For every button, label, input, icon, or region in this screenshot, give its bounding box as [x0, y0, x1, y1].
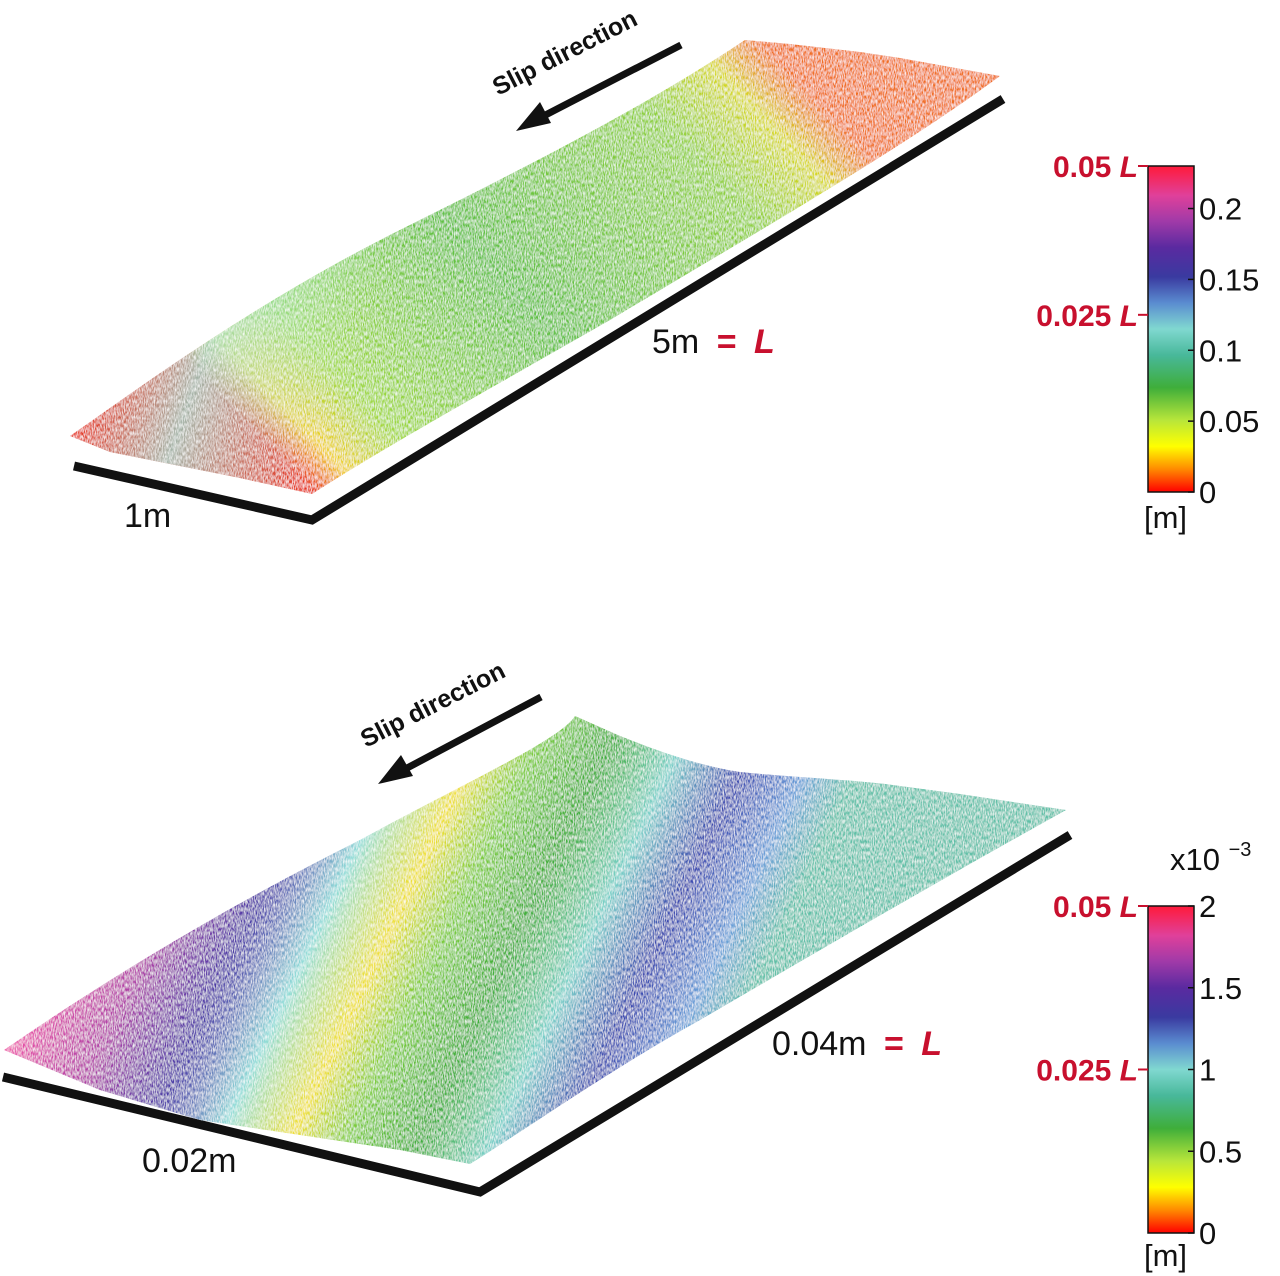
top-width-label: 1m	[124, 497, 171, 535]
top-colorbar: 0.2 0.15 0.1 0.05 0 0.05 L 0.025 L [m]	[1036, 151, 1259, 535]
top-length-symbol: L	[754, 323, 775, 361]
bottom-length-value: 0.04m	[772, 1025, 867, 1063]
top-length-value: 5m	[652, 323, 699, 361]
top-colorbar-tick-label: 0.05	[1199, 404, 1259, 439]
bottom-colorbar-tick-label: 1.5	[1199, 971, 1242, 1006]
top-colorbar-reference-label: 0.025 L	[1036, 300, 1138, 333]
bottom-slip-label: Slip direction	[356, 657, 510, 754]
bottom-colorbar-reference-label: 0.05 L	[1053, 891, 1138, 924]
bottom-colorbar-ticks: 2 1.5 1 0.5 0 0.05 L 0.025 L	[1036, 889, 1242, 1251]
top-colorbar-tick-label: 0.2	[1199, 192, 1242, 227]
bottom-length-symbol: L	[921, 1025, 942, 1063]
top-slip-label: Slip direction	[488, 5, 642, 102]
bottom-colorbar-exponent-base: x10	[1170, 842, 1220, 877]
bottom-colorbar-gradient	[1147, 905, 1195, 1234]
top-colorbar-reference-label: 0.05 L	[1053, 151, 1138, 184]
bottom-slip-arrow	[378, 693, 543, 784]
top-colorbar-tick-label: 0.15	[1199, 262, 1259, 297]
top-slip-arrow	[516, 41, 683, 131]
bottom-panel: Slip direction 0.04m = L 0.02m x10 −3 2 1…	[1, 657, 1251, 1273]
top-colorbar-gradient	[1147, 165, 1195, 493]
top-surface	[70, 40, 1000, 494]
bottom-surface	[4, 716, 1066, 1164]
bottom-length-equals: =	[884, 1025, 904, 1063]
top-length-label: 5m = L	[652, 323, 775, 361]
bottom-colorbar-tick-label: 1	[1199, 1053, 1216, 1088]
bottom-colorbar-exponent: x10 −3	[1170, 839, 1251, 877]
bottom-colorbar-reference-label: 0.025 L	[1036, 1055, 1138, 1088]
bottom-colorbar: x10 −3 2 1.5 1 0.5 0 0.05 L 0.025 L [m]	[1036, 839, 1251, 1273]
bottom-colorbar-tick-label: 0	[1199, 1216, 1216, 1251]
bottom-colorbar-tick-label: 2	[1199, 889, 1216, 924]
bottom-length-label: 0.04m = L	[772, 1025, 942, 1063]
top-colorbar-tick-label: 0.1	[1199, 333, 1242, 368]
bottom-colorbar-tick-label: 0.5	[1199, 1134, 1242, 1169]
bottom-width-label: 0.02m	[142, 1142, 237, 1180]
top-panel: Slip direction 5m = L 1m 0.20.150.10.050…	[70, 5, 1259, 535]
top-length-equals: =	[717, 323, 737, 361]
top-colorbar-unit: [m]	[1144, 500, 1187, 535]
top-colorbar-tick-label: 0	[1199, 475, 1216, 510]
bottom-base-frame	[1, 831, 1073, 1197]
top-colorbar-ticks: 0.2 0.15 0.1 0.05 0 0.05 L 0.025 L	[1036, 151, 1259, 510]
bottom-colorbar-unit: [m]	[1144, 1238, 1187, 1273]
bottom-colorbar-exponent-power: −3	[1229, 839, 1252, 861]
top-base-frame	[73, 95, 1006, 525]
